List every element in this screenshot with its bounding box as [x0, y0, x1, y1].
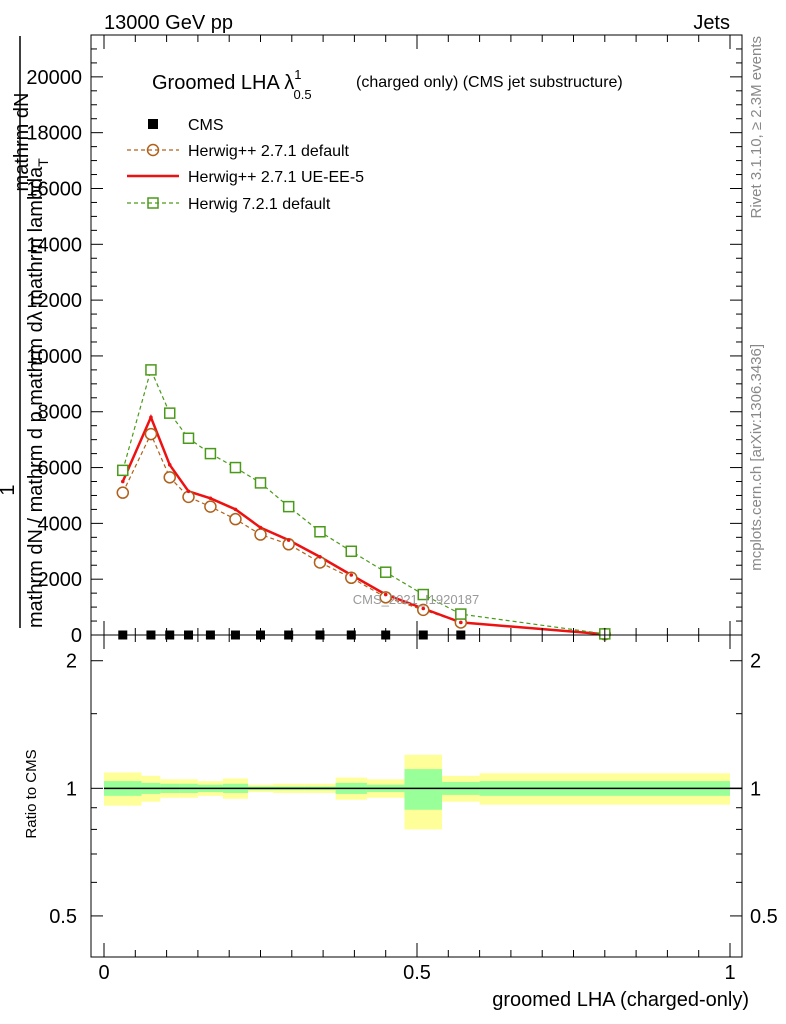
- main-y-tick-label: 2000: [38, 569, 83, 591]
- y-axis-title-bottom-sub: T: [35, 158, 51, 167]
- legend: CMS Herwig++ 2.7.1 default Herwig++ 2.7.…: [127, 117, 364, 213]
- x-tick-label: 0: [98, 962, 109, 984]
- herwigpp-default-point: [116, 486, 130, 499]
- side-rivet-label: Rivet 3.1.10, ≥ 2.3M events: [748, 36, 765, 219]
- x-tick-label: 0.5: [403, 962, 431, 984]
- main-panel: CMS_2021_I1920187 0 2000 4000 6000 8000 10000…: [26, 34, 743, 647]
- herwig7-default-point: [163, 407, 176, 419]
- watermark: CMS_2021_I1920187: [353, 592, 480, 607]
- herwig7-default-point: [145, 364, 157, 376]
- ratio-x-axis: 0 0.5 1: [98, 635, 736, 984]
- herwig7-default-point: [229, 461, 242, 474]
- ratio-stat-uncertainty-band: [404, 769, 443, 810]
- main-y-tick-label: 14000: [26, 234, 82, 256]
- ratio-y-axis-title: Ratio to CMS: [23, 749, 40, 838]
- herwigpp-default-point: [163, 471, 176, 484]
- ratio-y-tick-label-right: 1: [750, 778, 761, 800]
- herwigpp-default-point: [345, 571, 358, 585]
- herwig7-default-point: [314, 525, 326, 538]
- title-main: Groomed LHA λ1 0.5: [152, 67, 312, 102]
- header-process-label: Jets: [693, 12, 730, 34]
- herwig7-default-point: [182, 432, 195, 445]
- legend-label-cms: CMS: [188, 117, 224, 134]
- ratio-y-tick-label-left: 2: [66, 651, 77, 673]
- herwigpp-ueee5-point: [383, 592, 388, 597]
- herwigpp-default-point: [144, 427, 158, 441]
- herwigpp-default-point: [254, 528, 267, 541]
- herwig7-default-point: [379, 566, 392, 578]
- main-y-axis-title: mathrm dN 1 mathrm dN / mathrm d p mathr…: [0, 36, 51, 628]
- herwig7-default-point: [117, 464, 129, 477]
- plot-title: Groomed LHA λ1 0.5 (charged only) (CMS je…: [152, 67, 623, 102]
- herwig7-default-point: [282, 500, 295, 513]
- main-y-tick-label: 20000: [26, 67, 82, 89]
- ratio-y-axis: 0.5 0.5 1 1 2 2: [49, 651, 778, 928]
- herwigpp-default-point: [229, 512, 242, 526]
- herwigpp-ueee5-point: [258, 525, 263, 530]
- x-tick-label: 1: [724, 962, 735, 984]
- herwig7-default-point: [417, 588, 430, 601]
- side-mcplots-label: mcplots.cern.ch [arXiv:1306.3436]: [748, 344, 765, 571]
- title-text: Groomed LHA λ: [152, 72, 294, 94]
- herwigpp-ueee5-point: [186, 489, 191, 494]
- legend-marker-cms: [148, 119, 158, 129]
- herwig7-default-point: [345, 545, 358, 558]
- main-y-tick-label: 10000: [26, 346, 82, 368]
- ratio-y-tick-label-left: 0.5: [49, 906, 77, 928]
- series-line-1: [122, 432, 605, 635]
- herwigpp-default-point: [204, 500, 217, 513]
- y-axis-title-top: mathrm dN: [11, 93, 33, 192]
- herwigpp-ueee5-point: [459, 620, 463, 625]
- title-subscript: 0.5: [294, 87, 312, 102]
- legend-label-herwigpp-ueee5: Herwig++ 2.7.1 UE-EE-5: [188, 169, 364, 186]
- herwigpp-default-point: [379, 591, 392, 604]
- ratio-panel: 0.5 0.51 12 2 0 0.5 1: [49, 634, 778, 984]
- x-axis-title: groomed LHA (charged-only): [492, 989, 749, 1011]
- y-axis-title-bottom: mathrm dN / mathrm d p mathrm dλ mathrm …: [25, 158, 51, 628]
- main-y-tick-label: 0: [71, 625, 82, 647]
- ratio-y-tick-label-right: 2: [750, 651, 761, 673]
- herwigpp-ueee5-point: [120, 479, 125, 484]
- herwig7-default-point: [254, 477, 267, 489]
- main-y-tick-label: 12000: [26, 290, 82, 312]
- main-y-axis: 0 2000 4000 6000 8000 10000 12000 14000 16000 180…: [26, 48, 742, 647]
- herwigpp-ueee5-point: [149, 415, 153, 420]
- main-x-axis: [103, 35, 731, 635]
- header-energy-label: 13000 GeV pp: [104, 12, 233, 34]
- title-suffix: (charged only) (CMS jet substructure): [356, 74, 623, 91]
- series-line-2: [121, 414, 605, 636]
- ratio-y-tick-label-right: 0.5: [750, 906, 778, 928]
- herwigpp-ueee5-point: [318, 555, 322, 559]
- herwig7-default-point: [204, 447, 217, 460]
- main-y-tick-label: 6000: [38, 458, 83, 480]
- title-superscript: 1: [294, 67, 301, 82]
- legend-label-herwigpp-default: Herwig++ 2.7.1 default: [188, 143, 350, 160]
- y-axis-title-bottom-main: mathrm dN / mathrm d p mathrm dλ mathrm …: [25, 166, 47, 628]
- herwigpp-ueee5-point: [167, 462, 172, 467]
- y-axis-title-one: 1: [0, 484, 19, 495]
- herwig7-default-point: [455, 608, 467, 620]
- herwigpp-ueee5-point: [208, 496, 213, 501]
- main-y-tick-label: 8000: [38, 402, 83, 424]
- legend-marker-herwig7-default: [147, 197, 159, 209]
- main-y-tick-label: 4000: [38, 513, 83, 535]
- main-y-tick-label: 18000: [26, 123, 82, 145]
- legend-marker-herwigpp-default: [146, 143, 160, 157]
- main-y-tick-label: 16000: [26, 178, 82, 200]
- herwigpp-ueee5-point: [233, 507, 238, 512]
- herwigpp-ueee5-point: [349, 573, 354, 577]
- ratio-y-tick-label-left: 1: [66, 778, 77, 800]
- herwigpp-ueee5-point: [421, 606, 426, 611]
- legend-label-herwig7-default: Herwig 7.2.1 default: [188, 196, 331, 213]
- herwigpp-ueee5-point: [286, 538, 291, 542]
- ratio-plot-content: [104, 754, 742, 830]
